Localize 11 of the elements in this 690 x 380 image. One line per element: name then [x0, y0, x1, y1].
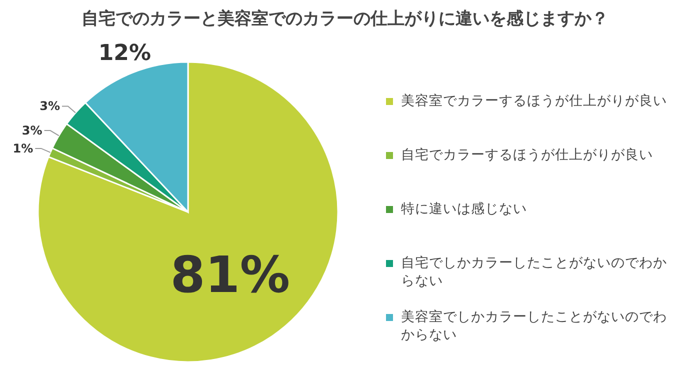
data-label: 1%: [12, 141, 34, 156]
data-label: 3%: [40, 99, 60, 114]
legend-label: 自宅でカラーするほうが仕上がりが良い: [401, 146, 653, 164]
legend-label: 自宅でしかカラーしたことがないのでわからない: [401, 254, 668, 290]
data-label: 81%: [170, 246, 290, 304]
data-label: 12%: [98, 41, 152, 66]
data-label: 3%: [22, 124, 42, 138]
chart-title: 自宅でのカラーと美容室でのカラーの仕上がりに違いを感じますか？: [82, 9, 608, 29]
legend-label: 特に違いは感じない: [401, 200, 527, 218]
legend-label: 美容室でしかカラーしたことがないのでわからない: [401, 308, 668, 344]
legend-label: 美容室でカラーするほうが仕上がりが良い: [401, 92, 667, 110]
